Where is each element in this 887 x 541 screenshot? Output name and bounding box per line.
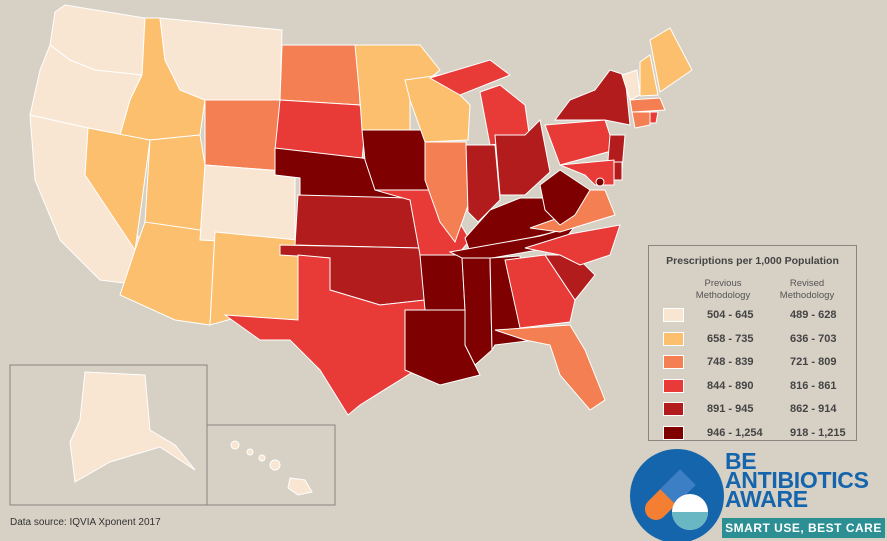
state-co (199, 164, 296, 246)
logo-emblem (630, 449, 724, 541)
legend-revised-range: 816 - 861 (790, 379, 837, 392)
state-mt (159, 17, 283, 101)
state-ks (294, 194, 421, 249)
legend-swatch (663, 308, 684, 322)
state-ms (461, 257, 493, 366)
state-nv (84, 127, 151, 252)
legend-row: 658 - 735 636 - 703 (663, 331, 853, 346)
state-tx (223, 254, 433, 416)
legend-row: 504 - 645 489 - 628 (663, 308, 853, 322)
legend-title: Prescriptions per 1,000 Population (666, 255, 839, 267)
hawaii-island (258, 454, 266, 462)
logo-line2: ANTIBIOTICS (725, 467, 869, 493)
state-hi (287, 477, 313, 496)
state-me (649, 27, 693, 93)
legend-revised-range: 918 - 1,215 (790, 426, 846, 439)
state-miu (428, 59, 512, 96)
legend-swatch (663, 425, 684, 440)
legend-previous-range: 844 - 890 (707, 379, 754, 392)
state-ri (649, 111, 659, 124)
hawaii-island (269, 459, 281, 471)
legend-previous-range: 748 - 839 (707, 356, 754, 368)
state-ar (419, 254, 466, 311)
logo-wordmark: BE ANTIBIOTICS AWARE (725, 448, 869, 512)
state-fl (494, 324, 606, 411)
legend-previous-range: 891 - 945 (707, 403, 754, 415)
state-il (424, 141, 471, 244)
legend-row: 891 - 945 862 - 914 (663, 402, 853, 416)
state-ak (69, 371, 196, 483)
legend-previous-range: 946 - 1,254 (707, 426, 763, 439)
logo-line1: BE (725, 448, 757, 474)
legend-col-previous: Previous Methodology (695, 278, 751, 301)
legend-swatch (663, 402, 684, 416)
state-ga (504, 254, 576, 329)
legend-row: 844 - 890 816 - 861 (663, 378, 853, 393)
state-mn (354, 44, 441, 131)
legend-revised-range: 721 - 809 (790, 356, 837, 368)
state-oh (494, 118, 551, 196)
legend-revised-range: 489 - 628 (790, 309, 837, 321)
legend-revised-range: 862 - 914 (790, 403, 837, 415)
legend-revised-range: 636 - 703 (790, 332, 837, 345)
state-dc (595, 177, 605, 187)
state-ny (554, 69, 631, 126)
logo-line3: AWARE (725, 486, 808, 512)
legend-col-revised: Revised Methodology (779, 278, 835, 301)
legend-previous-range: 658 - 735 (707, 332, 754, 345)
state-ma (629, 97, 666, 113)
hawaii-island (246, 448, 254, 456)
state-de (613, 161, 623, 181)
hawaii-inset-frame (206, 424, 336, 506)
state-wv (539, 169, 591, 226)
legend-swatch (663, 355, 684, 369)
state-nd (279, 44, 361, 106)
state-nc (524, 224, 621, 266)
legend-row: 748 - 839 721 - 809 (663, 355, 853, 369)
data-source: Data source: IQVIA Xponent 2017 (10, 517, 161, 528)
state-mi (479, 84, 531, 146)
legend-swatch (663, 331, 684, 346)
legend-previous-range: 504 - 645 (707, 309, 754, 321)
hawaii-island (230, 440, 240, 450)
legend-swatch (663, 378, 684, 393)
state-nh (639, 54, 659, 97)
state-pa (544, 119, 616, 166)
state-ct (631, 111, 651, 129)
legend-row: 946 - 1,254 918 - 1,215 (663, 425, 853, 440)
legend: Prescriptions per 1,000 Population Previ… (648, 245, 857, 441)
logo-tagline: SMART USE, BEST CARE (722, 518, 885, 538)
